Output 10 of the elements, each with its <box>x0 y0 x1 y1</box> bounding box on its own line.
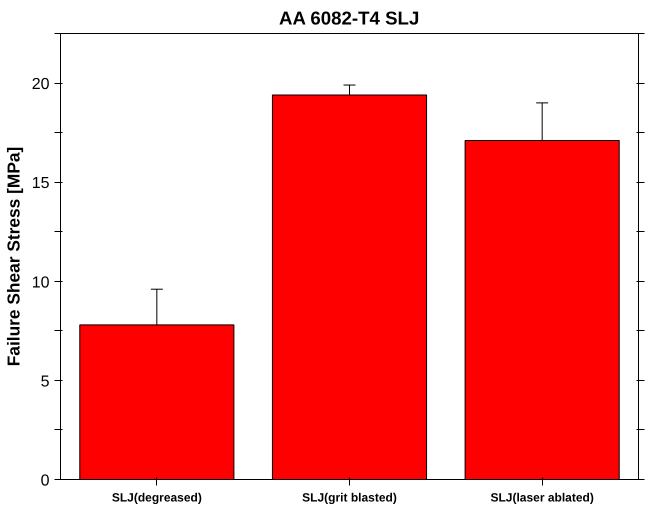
y-tick-label: 20 <box>32 76 50 94</box>
y-tick-label: 10 <box>32 274 50 292</box>
y-tick-label: 5 <box>40 373 50 390</box>
chart-title: AA 6082-T4 SLJ <box>278 8 420 28</box>
y-axis-title: Failure Shear Stress [MPa] <box>4 146 24 366</box>
x-tick-label: SLJ(degreased) <box>112 490 202 504</box>
y-tick-label: 15 <box>32 175 50 192</box>
x-tick-label: SLJ(laser ablated) <box>490 490 594 504</box>
x-tick-label: SLJ(grit blasted) <box>302 490 397 504</box>
y-tick-label: 0 <box>40 472 50 490</box>
